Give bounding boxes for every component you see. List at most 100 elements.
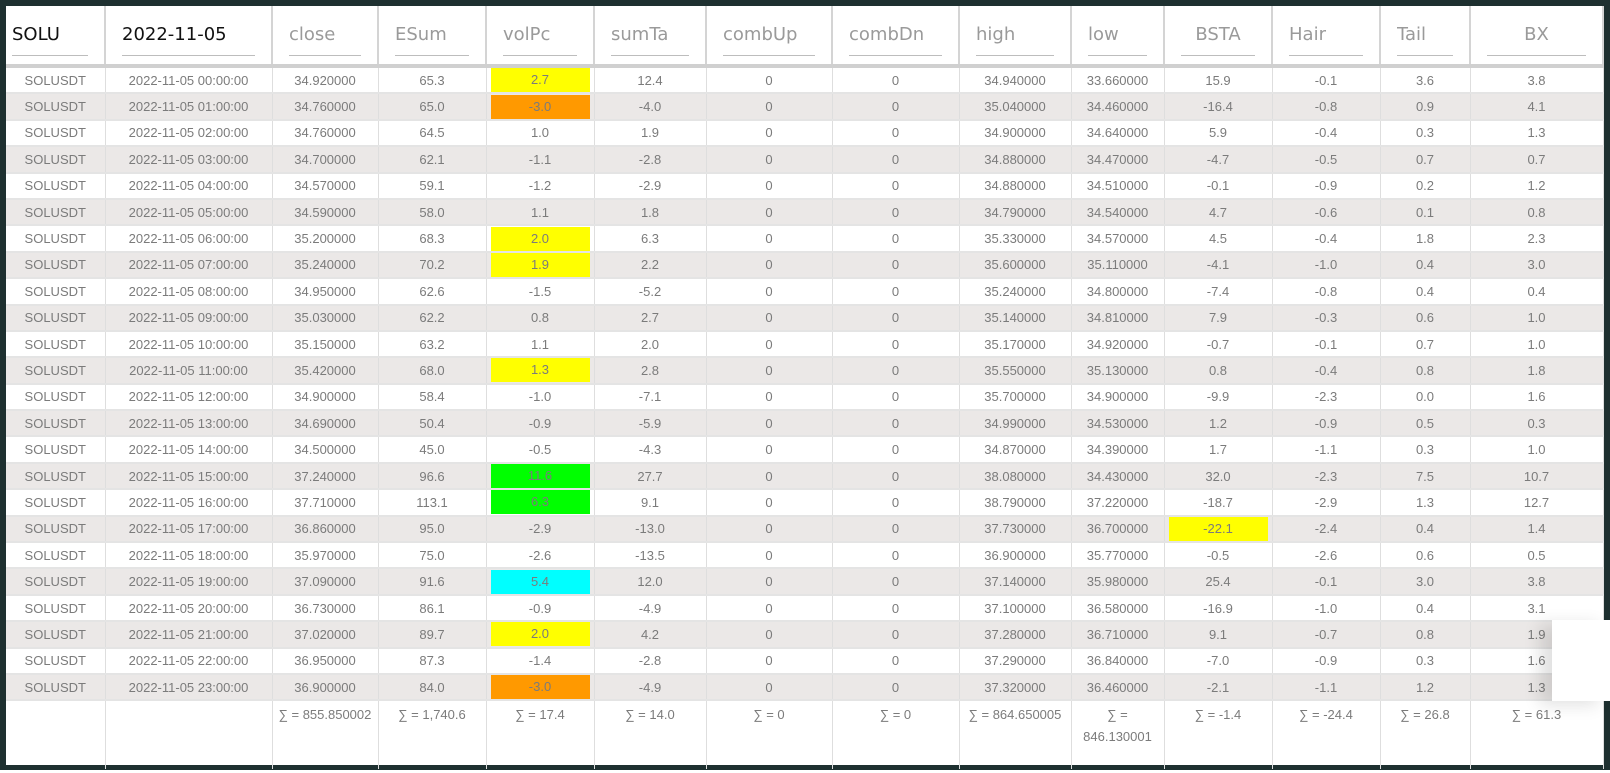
table-row[interactable]: SOLUSDT 2022-11-05 14:00:00 34.500000 45.0-… xyxy=(6,436,1604,464)
cell-combdn: 0 xyxy=(832,225,960,253)
table-row[interactable]: SOLUSDT 2022-11-05 18:00:00 35.970000 75.0-… xyxy=(6,542,1604,570)
cell-volpc: 1.0 xyxy=(486,119,595,148)
column-header-esum[interactable]: ESum xyxy=(378,6,487,68)
low-filter-input[interactable]: low xyxy=(1088,14,1147,56)
highlight-volpc: 1.9 xyxy=(490,252,590,277)
cell-combdn: 0 xyxy=(832,93,960,121)
table-row[interactable]: SOLUSDT 2022-11-05 12:00:00 34.900000 58.4-… xyxy=(6,383,1604,412)
tail-filter-input[interactable]: Tail xyxy=(1397,14,1453,56)
cell-bx: 1.0 xyxy=(1470,330,1604,359)
cell-sumta: -2.9 xyxy=(594,172,707,200)
table-row[interactable]: SOLUSDT 2022-11-05 16:00:00 37.710000 113.1… xyxy=(6,489,1604,517)
table-row[interactable]: SOLUSDT 2022-11-05 20:00:00 36.730000 86.1-… xyxy=(6,594,1604,623)
table-row[interactable]: SOLUSDT 2022-11-05 22:00:00 36.950000 87.3-… xyxy=(6,647,1604,675)
cell-sumta: -7.1 xyxy=(594,383,707,412)
cell-sym: SOLUSDT xyxy=(6,542,106,570)
table-row[interactable]: SOLUSDT 2022-11-05 19:00:00 37.090000 91.6 5… xyxy=(6,568,1604,596)
column-header-combdn[interactable]: combDn xyxy=(832,6,960,68)
volpc-filter-input[interactable]: volPc xyxy=(503,14,577,56)
column-header-volpc[interactable]: volPc xyxy=(486,6,595,68)
cell-volpc: 1.3 xyxy=(486,357,595,385)
esum-filter-input[interactable]: ESum xyxy=(395,14,469,56)
table-row[interactable]: SOLUSDT 2022-11-05 01:00:00 34.760000 65.0-… xyxy=(6,93,1604,121)
cell-high: 34.870000 xyxy=(959,436,1072,464)
cell-combup: 0 xyxy=(706,542,833,570)
cell-tail: 0.3 xyxy=(1380,647,1471,675)
cell-esum: 87.3 xyxy=(378,647,487,675)
combdn-filter-input[interactable]: combDn xyxy=(849,14,942,56)
cell-volpc: -1.5 xyxy=(486,278,595,306)
cell-combdn: 0 xyxy=(832,383,960,412)
cell-high: 35.330000 xyxy=(959,225,1072,253)
column-header-high[interactable]: high xyxy=(959,6,1072,68)
close-filter-input[interactable]: close xyxy=(289,14,361,56)
cell-bx: 2.3 xyxy=(1470,225,1604,253)
table-row[interactable]: SOLUSDT 2022-11-05 09:00:00 35.030000 62.2 0… xyxy=(6,304,1604,332)
cell-esum: 91.6 xyxy=(378,568,487,596)
column-header-tail[interactable]: Tail xyxy=(1380,6,1471,68)
table-row[interactable]: SOLUSDT 2022-11-05 11:00:00 35.420000 68.0 1… xyxy=(6,357,1604,385)
bx-filter-input[interactable]: BX xyxy=(1487,14,1586,56)
bsta-filter-input[interactable]: BSTA xyxy=(1181,14,1255,56)
cell-close: 34.900000 xyxy=(272,383,379,412)
cell-esum: 75.0 xyxy=(378,542,487,570)
cell-esum: 58.4 xyxy=(378,383,487,412)
symbol-filter-input[interactable]: SOLU xyxy=(12,14,88,56)
column-header-combup[interactable]: combUp xyxy=(706,6,833,68)
date-filter-input[interactable]: 2022-11-05 xyxy=(122,14,255,56)
table-row[interactable]: SOLUSDT 2022-11-05 06:00:00 35.200000 68.3 2… xyxy=(6,225,1604,253)
cell-combup: 0 xyxy=(706,462,833,491)
cell-sym: SOLUSDT xyxy=(6,383,106,412)
cell-bsta: 7.9 xyxy=(1164,304,1273,332)
cell-volpc: -1.2 xyxy=(486,172,595,200)
column-header-bx[interactable]: BX xyxy=(1470,6,1604,68)
table-row[interactable]: SOLUSDT 2022-11-05 21:00:00 37.020000 89.7 2… xyxy=(6,621,1604,649)
cell-tail: 0.6 xyxy=(1380,304,1471,332)
cell-sym: SOLUSDT xyxy=(6,330,106,359)
total-high: ∑ = 864.650005 xyxy=(959,699,1072,770)
cell-volpc: -0.9 xyxy=(486,410,595,438)
hair-filter-input[interactable]: Hair xyxy=(1289,14,1363,56)
cell-close: 35.420000 xyxy=(272,357,379,385)
table-row[interactable]: SOLUSDT 2022-11-05 00:00:00 34.920000 65.3 2… xyxy=(6,66,1604,95)
table-row[interactable]: SOLUSDT 2022-11-05 03:00:00 34.700000 62.1-… xyxy=(6,146,1604,174)
table-row[interactable]: SOLUSDT 2022-11-05 08:00:00 34.950000 62.6-… xyxy=(6,278,1604,306)
cell-volpc: 2.0 xyxy=(486,621,595,649)
sumta-filter-input[interactable]: sumTa xyxy=(611,14,689,56)
cell-low: 34.530000 xyxy=(1071,410,1165,438)
column-header-sumta[interactable]: sumTa xyxy=(594,6,707,68)
table-row[interactable]: SOLUSDT 2022-11-05 23:00:00 36.900000 84.0-… xyxy=(6,673,1604,702)
cell-close: 36.730000 xyxy=(272,594,379,623)
date-filter-cell: 2022-11-05 xyxy=(105,6,273,68)
cell-time: 2022-11-05 03:00:00 xyxy=(105,146,273,174)
table-row[interactable]: SOLUSDT 2022-11-05 10:00:00 35.150000 63.2 1… xyxy=(6,330,1604,359)
table-row[interactable]: SOLUSDT 2022-11-05 05:00:00 34.590000 58.0 1… xyxy=(6,198,1604,227)
table-row[interactable]: SOLUSDT 2022-11-05 04:00:00 34.570000 59.1-… xyxy=(6,172,1604,200)
table-row[interactable]: SOLUSDT 2022-11-05 02:00:00 34.760000 64.5 1… xyxy=(6,119,1604,148)
cell-volpc: 1.9 xyxy=(486,251,595,280)
table-row[interactable]: SOLUSDT 2022-11-05 07:00:00 35.240000 70.2 1… xyxy=(6,251,1604,280)
cell-sumta: 1.8 xyxy=(594,198,707,227)
cell-bx: 3.8 xyxy=(1470,568,1604,596)
cell-sumta: 2.0 xyxy=(594,330,707,359)
cell-close: 37.240000 xyxy=(272,462,379,491)
cell-sym: SOLUSDT xyxy=(6,594,106,623)
combup-filter-input[interactable]: combUp xyxy=(723,14,815,56)
table-row[interactable]: SOLUSDT 2022-11-05 17:00:00 36.860000 95.0-… xyxy=(6,515,1604,544)
column-header-close[interactable]: close xyxy=(272,6,379,68)
table-row[interactable]: SOLUSDT 2022-11-05 13:00:00 34.690000 50.4-… xyxy=(6,410,1604,438)
cell-sumta: -4.9 xyxy=(594,673,707,702)
column-header-low[interactable]: low xyxy=(1071,6,1165,68)
cell-tail: 3.6 xyxy=(1380,66,1471,95)
cell-combdn: 0 xyxy=(832,304,960,332)
cell-hair: -0.9 xyxy=(1272,410,1381,438)
column-header-bsta[interactable]: BSTA xyxy=(1164,6,1273,68)
table-row[interactable]: SOLUSDT 2022-11-05 15:00:00 37.240000 96.6 1… xyxy=(6,462,1604,491)
column-header-hair[interactable]: Hair xyxy=(1272,6,1381,68)
cell-hair: -1.1 xyxy=(1272,436,1381,464)
cell-tail: 0.0 xyxy=(1380,383,1471,412)
cell-combdn: 0 xyxy=(832,436,960,464)
high-filter-input[interactable]: high xyxy=(976,14,1054,56)
cell-close: 34.950000 xyxy=(272,278,379,306)
cell-hair: -2.4 xyxy=(1272,515,1381,544)
